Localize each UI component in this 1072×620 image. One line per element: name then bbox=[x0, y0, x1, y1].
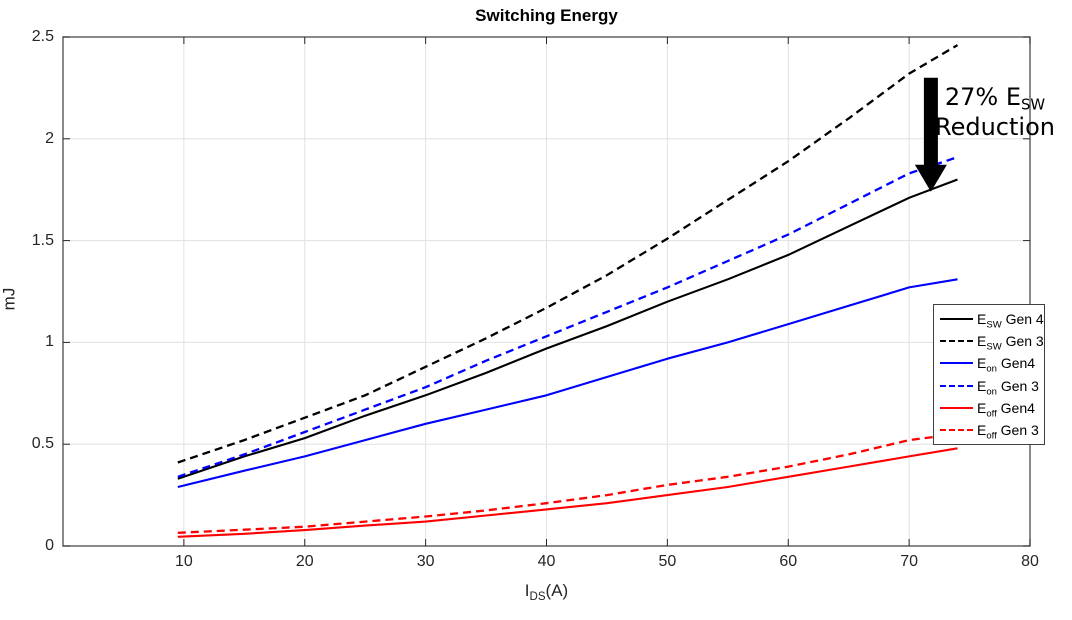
legend-box: ESW Gen 4 ESW Gen 3 Eon Gen4 Eon Gen 3 Eoff … bbox=[933, 304, 1045, 445]
legend-item-esw-gen-3: ESW Gen 3 bbox=[940, 330, 1044, 352]
series-line-eoff-gen-3 bbox=[177, 432, 958, 534]
chart-title: Switching Energy bbox=[475, 6, 618, 25]
series-line-eoff-gen4 bbox=[177, 447, 958, 538]
reduction-arrow bbox=[914, 77, 947, 192]
x-axis-label: IDS(A) bbox=[63, 581, 1030, 604]
legend-label: ESW Gen 3 bbox=[977, 333, 1044, 353]
y-tick-label: 1 bbox=[45, 333, 54, 351]
x-tick-label: 20 bbox=[295, 553, 314, 570]
x-axis-label-main: I bbox=[524, 581, 530, 600]
x-axis-label-sub: DS bbox=[529, 591, 546, 604]
series-line-eon-gen4 bbox=[177, 278, 958, 489]
legend-label: Eoff Gen4 bbox=[977, 399, 1035, 420]
legend-line-sample bbox=[940, 362, 973, 365]
annotation-line1-main: 27% E bbox=[944, 83, 1021, 111]
x-axis-label-suffix: (A) bbox=[545, 581, 569, 600]
legend-item-esw-gen-4: ESW Gen 4 bbox=[940, 308, 1044, 330]
legend-label: ESW Gen 4 bbox=[977, 311, 1044, 331]
legend-item-eoff-gen4: Eoff Gen4 bbox=[940, 397, 1044, 419]
y-tick-label: 2 bbox=[45, 129, 54, 147]
x-tick-label: 30 bbox=[416, 553, 435, 570]
legend-item-eon-gen4: Eon Gen4 bbox=[940, 352, 1044, 374]
legend-line-sample bbox=[940, 318, 973, 321]
legend-line-sample bbox=[940, 340, 973, 343]
legend-line-sample bbox=[940, 384, 973, 387]
series-line-esw-gen-4 bbox=[177, 178, 958, 480]
legend-item-eoff-gen-3: Eoff Gen 3 bbox=[940, 419, 1044, 441]
annotation-text: 27% ESW Reduction bbox=[920, 82, 1070, 142]
x-tick-label: 80 bbox=[1021, 553, 1039, 570]
legend-item-eon-gen-3: Eon Gen 3 bbox=[940, 375, 1044, 397]
legend-label: Eoff Gen 3 bbox=[977, 421, 1039, 442]
y-tick-label: 0.5 bbox=[31, 435, 54, 453]
annotation-line1-sub: SW bbox=[1020, 95, 1046, 114]
y-tick-label: 1.5 bbox=[31, 231, 54, 249]
series-line-esw-gen-3 bbox=[177, 44, 959, 464]
x-tick-label: 40 bbox=[537, 553, 556, 570]
legend-line-sample bbox=[940, 428, 973, 431]
y-tick-label: 0 bbox=[45, 537, 54, 554]
legend-label: Eon Gen 3 bbox=[977, 377, 1039, 397]
series-line-eon-gen-3 bbox=[177, 156, 958, 478]
annotation-line2: Reduction bbox=[935, 113, 1055, 141]
y-axis-label: mJ bbox=[0, 287, 19, 311]
x-tick-label: 70 bbox=[900, 553, 919, 570]
x-tick-label: 10 bbox=[174, 553, 193, 570]
y-tick-label: 2.5 bbox=[31, 28, 54, 45]
annotation-line1: 27% ESW bbox=[944, 83, 1046, 114]
x-tick-label: 60 bbox=[779, 553, 798, 570]
legend-label: Eon Gen4 bbox=[977, 355, 1036, 375]
x-tick-label: 50 bbox=[658, 553, 677, 570]
legend-line-sample bbox=[940, 406, 973, 409]
